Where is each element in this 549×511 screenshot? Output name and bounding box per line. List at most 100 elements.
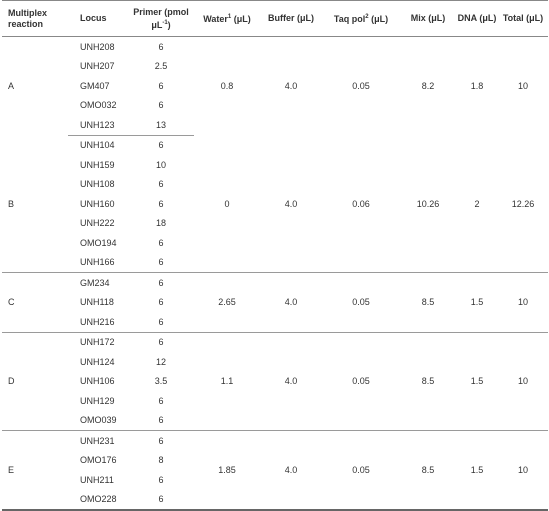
header-water-text: Water bbox=[203, 14, 228, 24]
mix-cell: 10.26 bbox=[400, 135, 456, 273]
buffer-cell: 4.0 bbox=[260, 430, 322, 511]
taq-cell: 0.05 bbox=[322, 332, 400, 431]
dna-cell: 1.5 bbox=[456, 430, 498, 511]
locus-cell: OMO039 bbox=[68, 410, 128, 431]
mix-cell: 8.5 bbox=[400, 430, 456, 511]
dna-cell: 1.5 bbox=[456, 272, 498, 333]
table-row: UNH160 6 bbox=[2, 194, 548, 214]
locus-cell: OMO176 bbox=[80, 455, 117, 466]
mix-cell: 8.5 bbox=[400, 272, 456, 333]
buffer-cell: 4.0 bbox=[284, 81, 298, 91]
primer-cell: 6 bbox=[158, 337, 164, 348]
total-cell: 10 bbox=[498, 332, 548, 431]
header-taq-sup: 2 bbox=[365, 14, 369, 20]
locus-cell: UNH222 bbox=[80, 218, 115, 229]
mix-cell: 8.5 bbox=[400, 332, 456, 431]
primer-cell: 6 bbox=[158, 80, 164, 91]
primer-cell: 6 bbox=[158, 395, 164, 406]
header-primer-close: ) bbox=[167, 19, 171, 30]
water-cell: 0 bbox=[194, 135, 260, 273]
header-taq-unit: (μL) bbox=[368, 14, 389, 24]
water-cell: 1.1 bbox=[194, 332, 260, 431]
locus-cell: UNH216 bbox=[68, 312, 128, 333]
locus-cell: UNH231 bbox=[80, 435, 115, 446]
header-water-unit: (μL) bbox=[231, 14, 251, 24]
group-name: D bbox=[2, 332, 68, 431]
group-name: A bbox=[8, 81, 15, 91]
table-row: UNH106 3.5 bbox=[2, 372, 548, 392]
locus-cell: UNH106 bbox=[80, 376, 115, 387]
locus-cell: UNH172 bbox=[80, 337, 115, 348]
water-cell: 0.8 bbox=[220, 81, 234, 91]
buffer-cell: 4.0 bbox=[260, 135, 322, 273]
group-name: C bbox=[2, 272, 68, 333]
locus-cell: OMO032 bbox=[80, 100, 117, 111]
header-water: Water1 (μL) bbox=[194, 0, 260, 37]
group-name: B bbox=[2, 135, 68, 273]
locus-cell: UNH104 bbox=[80, 140, 115, 151]
table-row: UNH123 13 bbox=[2, 115, 548, 136]
primer-cell: 12 bbox=[155, 356, 166, 367]
table-row: UNH118 6 bbox=[2, 293, 548, 313]
locus-cell: UNH160 bbox=[80, 198, 115, 209]
header-water-sup: 1 bbox=[227, 14, 232, 20]
total-cell: 12.26 bbox=[498, 135, 548, 273]
locus-cell: UNH207 bbox=[80, 61, 115, 72]
primer-cell: 2.5 bbox=[154, 61, 168, 72]
primer-cell: 6 bbox=[128, 410, 194, 431]
header-dna: DNA (μL) bbox=[456, 0, 498, 37]
locus-cell: GM234 bbox=[80, 277, 110, 288]
locus-cell: UNH166 bbox=[68, 252, 128, 273]
total-cell: 10 bbox=[498, 430, 548, 511]
table-row: UNH207 2.5 bbox=[2, 57, 548, 77]
header-taq-text: Taq pol bbox=[333, 14, 366, 24]
primer-cell: 6 bbox=[158, 41, 164, 52]
table-row: A UNH208 6 0.8 4.0 0.05 8.2 1.8 10 bbox=[2, 37, 548, 91]
dna-cell: 2 bbox=[456, 135, 498, 273]
table-row: D UNH172 6 1.1 4.0 0.05 8.5 1.5 10 bbox=[2, 332, 548, 431]
table-row: C GM234 6 2.65 4.0 0.05 8.5 1.5 10 bbox=[2, 272, 548, 333]
header-multiplex: Multiplex reaction bbox=[2, 0, 68, 37]
header-total: Total (μL) bbox=[498, 0, 548, 37]
total-cell: 10 bbox=[498, 272, 548, 333]
header-buffer: Buffer (μL) bbox=[260, 0, 322, 37]
table-row: OMO032 6 bbox=[2, 96, 548, 116]
table-row: E UNH231 6 1.85 4.0 0.05 8.5 1.5 10 bbox=[2, 430, 548, 511]
locus-cell: UNH159 bbox=[80, 159, 115, 170]
primer-cell: 6 bbox=[158, 474, 164, 485]
primer-cell: 10 bbox=[155, 159, 166, 170]
primer-cell: 6 bbox=[128, 252, 194, 273]
header-primer-text: Primer (pmol μL bbox=[133, 6, 189, 30]
header-mix: Mix (μL) bbox=[400, 0, 456, 37]
locus-cell: UNH129 bbox=[80, 395, 115, 406]
table-row: UNH108 6 bbox=[2, 175, 548, 195]
locus-cell: UNH124 bbox=[80, 356, 115, 367]
table-row: UNH222 18 bbox=[2, 214, 548, 234]
table-row: UNH211 6 bbox=[2, 470, 548, 490]
locus-cell: GM407 bbox=[80, 80, 110, 91]
dna-cell: 1.8 bbox=[470, 81, 484, 91]
primer-cell: 18 bbox=[155, 218, 166, 229]
total-cell: 10 bbox=[517, 81, 528, 91]
locus-cell: OMO228 bbox=[68, 489, 128, 511]
primer-cell: 6 bbox=[128, 312, 194, 333]
primer-cell: 6 bbox=[158, 140, 164, 151]
locus-cell: UNH123 bbox=[68, 115, 128, 136]
table-row: UNH124 12 bbox=[2, 352, 548, 372]
primer-cell: 6 bbox=[128, 489, 194, 511]
table-row: OMO194 6 bbox=[2, 233, 548, 253]
primer-cell: 6 bbox=[158, 435, 164, 446]
locus-cell: UNH208 bbox=[80, 41, 115, 52]
mix-cell: 8.2 bbox=[421, 81, 435, 91]
taq-cell: 0.05 bbox=[352, 81, 370, 91]
buffer-cell: 4.0 bbox=[260, 272, 322, 333]
dna-cell: 1.5 bbox=[456, 332, 498, 431]
table-row: GM407 6 bbox=[2, 76, 548, 96]
primer-cell: 6 bbox=[158, 100, 164, 111]
taq-cell: 0.05 bbox=[322, 430, 400, 511]
table-row: OMO176 8 bbox=[2, 451, 548, 471]
primer-cell: 3.5 bbox=[154, 376, 168, 387]
table-row: B UNH104 6 0 4.0 0.06 10.26 2 12.26 bbox=[2, 135, 548, 273]
primer-cell: 6 bbox=[158, 237, 164, 248]
locus-cell: UNH211 bbox=[80, 474, 114, 485]
